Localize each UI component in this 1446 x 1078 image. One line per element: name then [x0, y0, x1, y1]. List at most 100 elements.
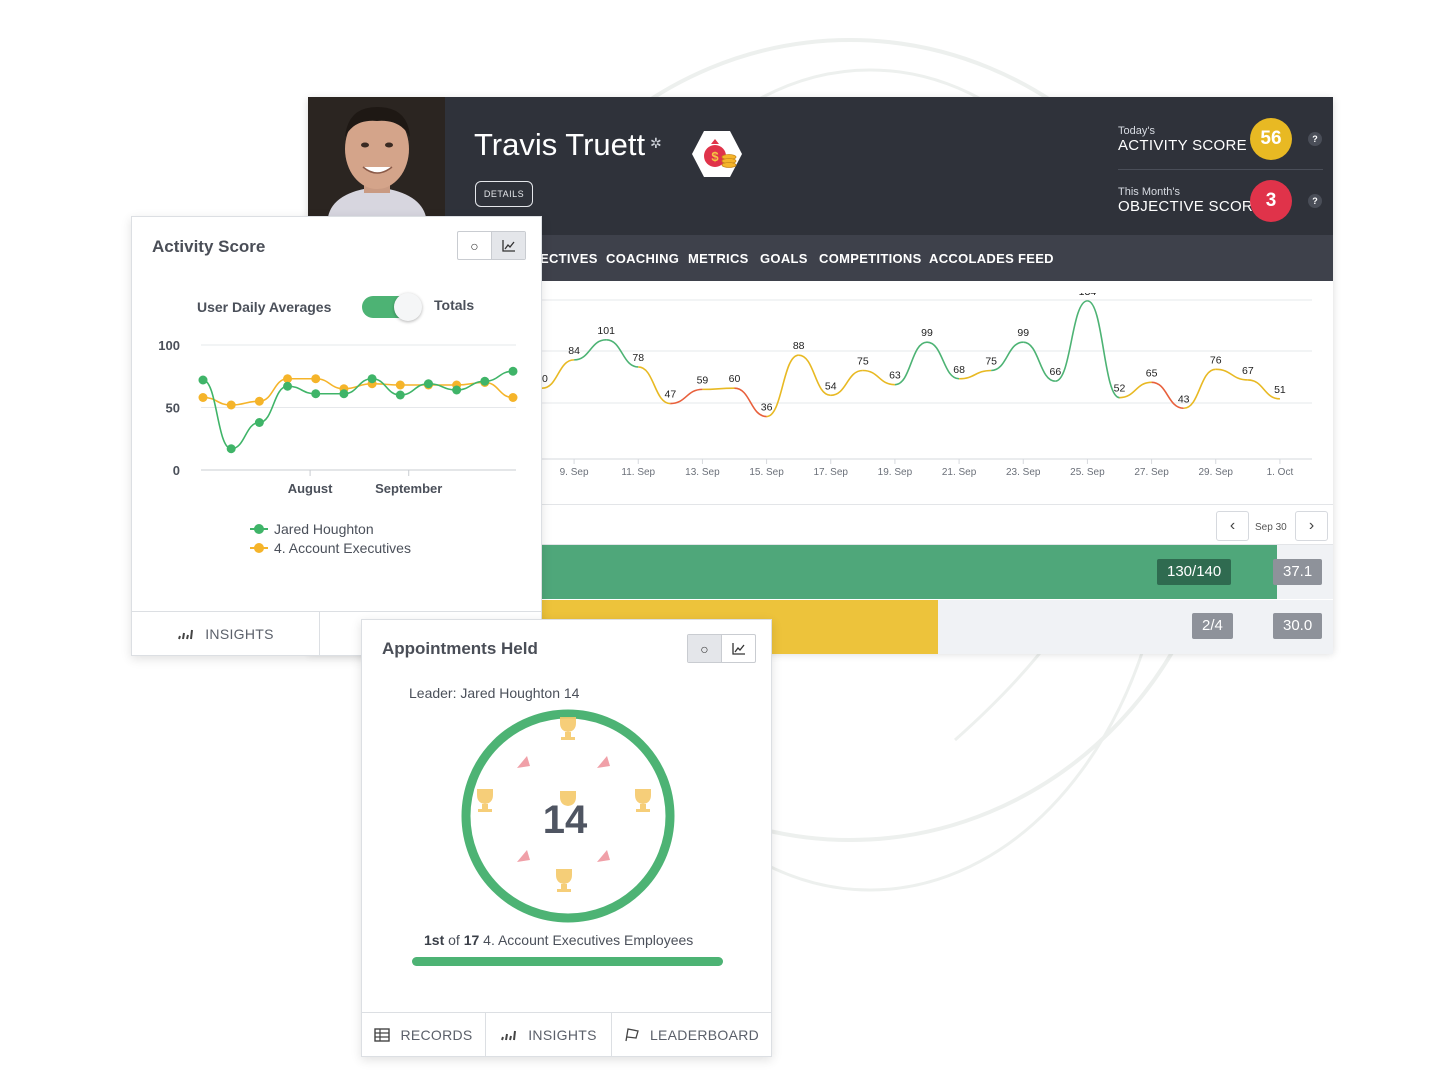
- line-chart-icon: [731, 642, 745, 655]
- money-bag-badge-icon[interactable]: $: [691, 129, 743, 179]
- series-line-segment: [574, 339, 607, 361]
- bar-chart-icon: [178, 629, 194, 639]
- data-label: 60: [542, 373, 548, 385]
- chart-view-button[interactable]: [491, 232, 525, 259]
- data-point: [283, 381, 293, 391]
- series-line-segment: [1023, 341, 1056, 382]
- objective-score-circle: 3: [1250, 180, 1292, 222]
- series-line-segment: [702, 387, 735, 391]
- gear-icon[interactable]: ✲: [650, 135, 662, 151]
- legend-label: 4. Account Executives: [274, 540, 411, 556]
- legend-item[interactable]: 4. Account Executives: [250, 540, 411, 556]
- score-badge: 30.0: [1273, 613, 1322, 639]
- rank-progress-fill: [412, 957, 723, 966]
- series-line-segment: [734, 387, 767, 418]
- activity-score-circle: 56: [1250, 118, 1292, 160]
- profile-header: Travis Truett ✲ DETAILS $ Today's ACTIVI…: [308, 97, 1333, 235]
- x-tick-label: 17. Sep: [814, 467, 849, 478]
- series-line-segment: [638, 366, 671, 405]
- series-line-segment: [991, 341, 1024, 372]
- view-toggle: ○: [687, 634, 756, 663]
- data-label: 67: [1242, 365, 1254, 377]
- tab-coaching[interactable]: COACHING: [606, 251, 680, 266]
- data-label: 59: [697, 374, 709, 386]
- tab-objectives[interactable]: ECTIVES: [540, 251, 598, 266]
- series-line-segment: [542, 359, 575, 389]
- data-label: 76: [1210, 354, 1222, 366]
- totals-toggle-switch[interactable]: [362, 293, 422, 321]
- x-tick-label: 11. Sep: [621, 467, 655, 478]
- legend-item[interactable]: Jared Houghton: [250, 521, 374, 537]
- appointments-held-card: Appointments Held ○ Leader: Jared Hought…: [361, 619, 772, 1057]
- data-point: [198, 393, 208, 402]
- legend-marker: [250, 524, 268, 534]
- insights-button[interactable]: INSIGHTS: [132, 612, 320, 655]
- avatar: [308, 97, 445, 217]
- details-button[interactable]: DETAILS: [475, 181, 533, 207]
- score-ring: 14: [461, 709, 675, 923]
- legend-label: Jared Houghton: [274, 521, 374, 537]
- tab-metrics[interactable]: METRICS: [688, 251, 749, 266]
- leader-text: Leader: Jared Houghton 14: [409, 685, 580, 701]
- circle-view-button[interactable]: ○: [458, 232, 491, 259]
- data-point: [367, 374, 377, 384]
- chart-view-button[interactable]: [721, 635, 755, 662]
- series-line: [202, 377, 514, 406]
- series-line-segment: [1055, 300, 1088, 382]
- rank-progress-bar: [412, 957, 723, 966]
- series-line-segment: [830, 369, 863, 397]
- data-label: 99: [921, 327, 933, 339]
- score-value: 14: [543, 798, 588, 842]
- x-tick-label: 1. Oct: [1267, 467, 1294, 478]
- next-date-button[interactable]: ›: [1295, 511, 1328, 541]
- data-point: [395, 390, 405, 400]
- data-point: [226, 444, 236, 454]
- records-button[interactable]: RECORDS: [362, 1013, 486, 1056]
- tab-accolades[interactable]: ACCOLADES: [929, 251, 1015, 266]
- data-label: 75: [857, 356, 869, 368]
- x-tick-label: August: [288, 481, 333, 496]
- series-line-segment: [926, 341, 960, 380]
- activity-score-card: Activity Score ○ User Daily Averages Tot…: [131, 216, 542, 656]
- series-line: [202, 370, 514, 450]
- previous-date-button[interactable]: ‹: [1216, 511, 1249, 541]
- x-tick-label: 15. Sep: [749, 467, 784, 478]
- data-label: 66: [1049, 366, 1061, 378]
- data-label: 63: [889, 370, 901, 382]
- flag-icon: [625, 1027, 639, 1041]
- leaderboard-button[interactable]: LEADERBOARD: [612, 1013, 771, 1056]
- data-point: [226, 400, 236, 410]
- data-point: [508, 366, 518, 376]
- data-point: [198, 375, 208, 385]
- tab-goals[interactable]: GOALS: [760, 251, 808, 266]
- x-tick-label: 23. Sep: [1006, 467, 1041, 478]
- circle-view-button[interactable]: ○: [688, 635, 721, 662]
- series-line-segment: [959, 369, 992, 380]
- data-point: [339, 389, 349, 399]
- data-point: [254, 418, 264, 427]
- data-label: 52: [1114, 383, 1126, 395]
- insights-button[interactable]: INSIGHTS: [486, 1013, 612, 1056]
- series-line-segment: [670, 388, 703, 405]
- data-point: [480, 376, 490, 386]
- help-icon[interactable]: ?: [1308, 194, 1322, 208]
- data-label: 68: [953, 364, 965, 376]
- x-tick-label: 27. Sep: [1134, 467, 1169, 478]
- help-icon[interactable]: ?: [1308, 132, 1322, 146]
- x-tick-label: 29. Sep: [1199, 467, 1234, 478]
- divider: [542, 544, 1333, 545]
- tab-competitions[interactable]: COMPETITIONS: [819, 251, 922, 266]
- data-point: [508, 393, 518, 402]
- x-tick-label: 21. Sep: [942, 467, 977, 478]
- progress-bar-fill: [542, 545, 1277, 599]
- score-badge: 37.1: [1273, 559, 1322, 585]
- series-line-segment: [1183, 368, 1216, 410]
- data-point: [395, 380, 405, 390]
- x-tick-label: 19. Sep: [878, 467, 913, 478]
- card-title: Appointments Held: [382, 639, 538, 658]
- divider: [542, 504, 1333, 505]
- tab-feed[interactable]: FEED: [1018, 251, 1054, 266]
- data-label: 75: [985, 356, 997, 368]
- switch-knob[interactable]: [394, 293, 422, 321]
- bar-chart-icon: [501, 1030, 517, 1040]
